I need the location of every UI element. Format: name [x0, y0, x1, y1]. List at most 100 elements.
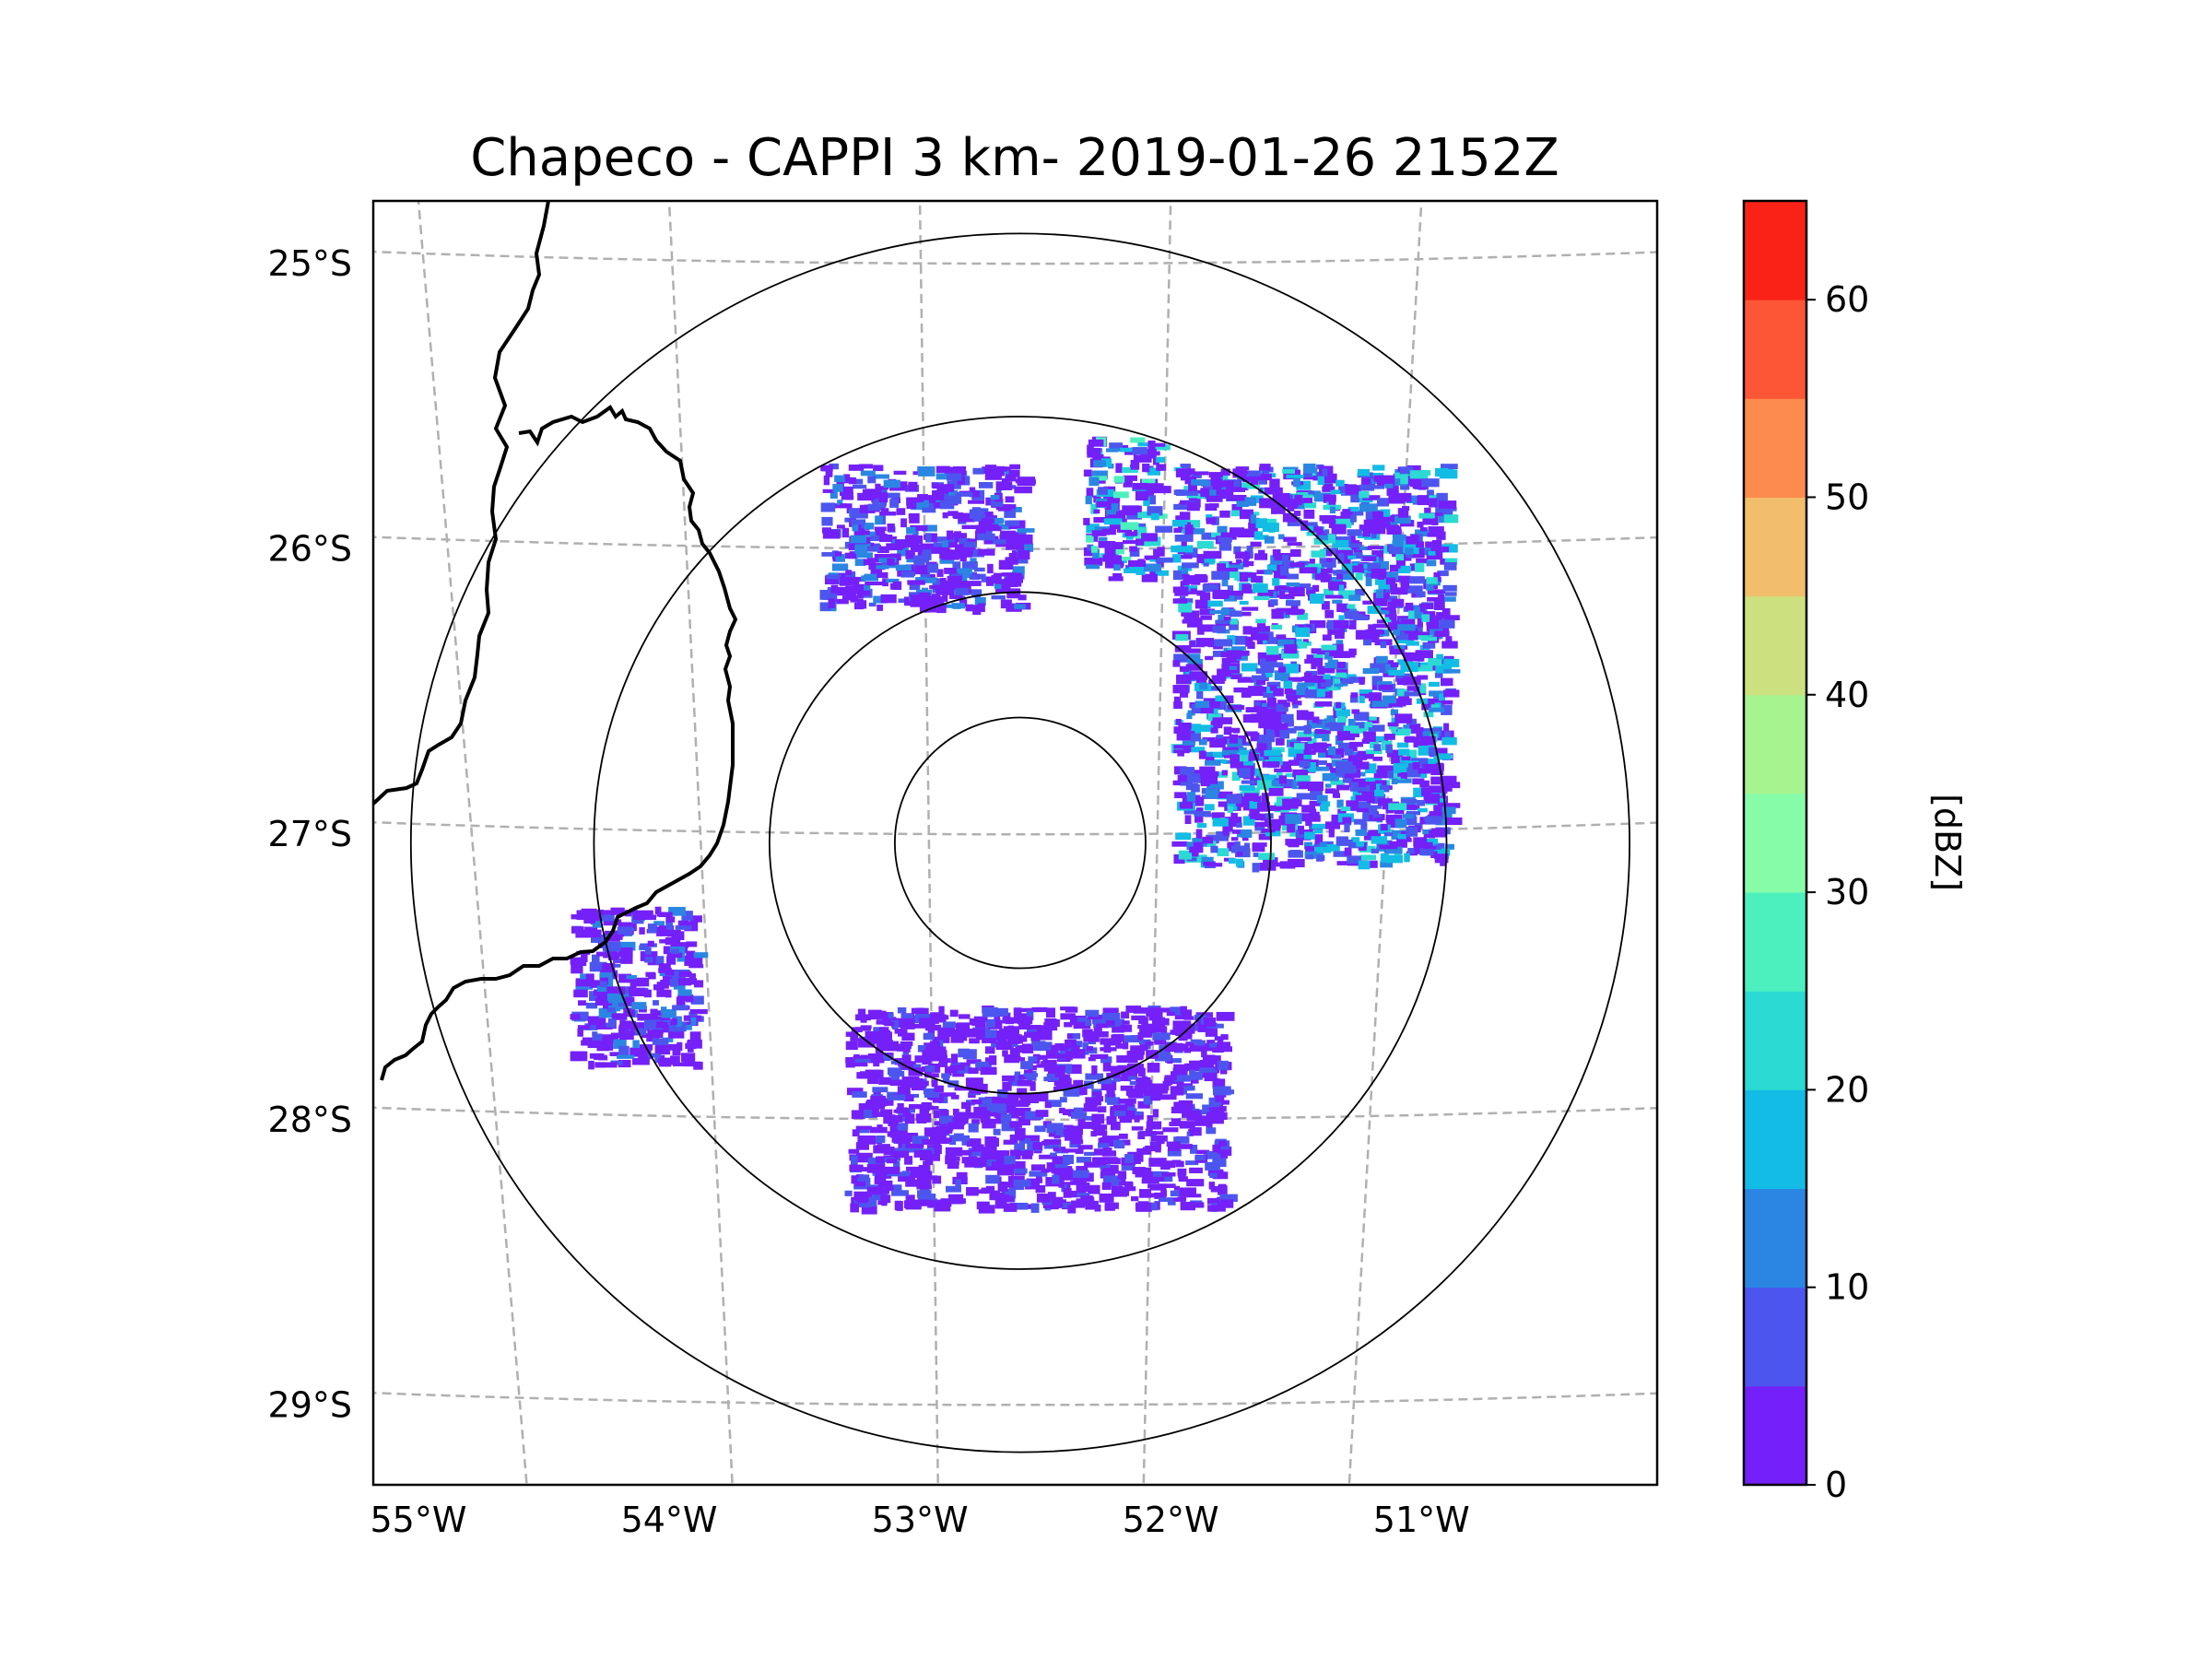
- echo-pixel: [1070, 1139, 1084, 1145]
- echo-pixel: [913, 1149, 933, 1158]
- echo-pixel: [672, 1046, 681, 1056]
- echo-pixel: [872, 497, 879, 505]
- echo-pixel: [1085, 1200, 1099, 1210]
- echo-pixel: [1336, 584, 1345, 592]
- echo-pixel: [1063, 1188, 1072, 1198]
- echo-pixel: [867, 503, 886, 511]
- echo-pixel: [1328, 576, 1343, 584]
- echo-pixel: [851, 1155, 858, 1166]
- echo-pixel: [1416, 591, 1426, 598]
- echo-pixel: [987, 1118, 1003, 1124]
- echo-pixel: [1227, 806, 1234, 814]
- echo-pixel: [1201, 856, 1214, 865]
- echo-pixel: [841, 595, 859, 601]
- echo-pixel: [1208, 1182, 1216, 1190]
- echo-pixel: [1017, 1045, 1026, 1053]
- echo-pixel: [1008, 1111, 1019, 1119]
- echo-pixel: [1319, 750, 1333, 759]
- echo-pixel: [890, 1072, 900, 1083]
- echo-pixel: [1171, 1118, 1182, 1126]
- echo-pixel: [1205, 1029, 1218, 1037]
- echo-pixel: [1227, 705, 1245, 711]
- colorbar-level: [1744, 300, 1806, 399]
- echo-pixel: [666, 952, 683, 959]
- echo-pixel: [1009, 464, 1020, 470]
- echo-pixel: [1215, 619, 1230, 624]
- echo-pixel: [1289, 830, 1300, 837]
- echo-pixel: [901, 1171, 911, 1177]
- echo-pixel: [1260, 664, 1275, 674]
- echo-pixel: [1025, 1111, 1044, 1120]
- echo-pixel: [853, 529, 861, 537]
- echo-pixel: [618, 947, 633, 958]
- echo-pixel: [1214, 1036, 1224, 1041]
- echo-pixel: [1283, 702, 1290, 707]
- echo-pixel: [661, 1008, 677, 1018]
- echo-pixel: [1422, 641, 1436, 649]
- echo-pixel: [1171, 1159, 1182, 1164]
- echo-pixel: [1177, 1168, 1187, 1176]
- echo-pixel: [871, 1100, 885, 1110]
- echo-pixel: [575, 978, 594, 987]
- echo-pixel: [1271, 624, 1283, 629]
- echo-pixel: [1220, 1034, 1229, 1041]
- echo-pixel: [1177, 774, 1193, 785]
- echo-pixel: [1301, 805, 1315, 813]
- meridian-gridline: [667, 201, 734, 1485]
- echo-pixel: [639, 927, 645, 935]
- echo-pixel: [1172, 598, 1188, 604]
- echo-pixel: [588, 1060, 594, 1070]
- echo-pixel: [1371, 636, 1380, 643]
- echo-pixel: [1444, 592, 1457, 596]
- echo-pixel: [1281, 650, 1300, 659]
- echo-pixel: [1373, 475, 1385, 482]
- echo-pixel: [1438, 619, 1455, 629]
- parallel-gridline: [373, 535, 1657, 550]
- echo-pixel: [1367, 562, 1381, 572]
- echo-pixel: [1209, 771, 1219, 777]
- echo-pixel: [1279, 729, 1290, 739]
- border-line-parana-sc: [380, 405, 738, 1081]
- echo-pixel: [1220, 608, 1236, 616]
- echo-pixel: [1337, 742, 1354, 753]
- echo-pixel: [577, 1028, 583, 1037]
- x-tick-label: 51°W: [1373, 1500, 1470, 1540]
- echo-pixel: [1071, 1041, 1083, 1048]
- echo-pixel: [932, 1175, 942, 1184]
- echo-pixel: [1422, 763, 1430, 771]
- echo-pixel: [1167, 1201, 1176, 1206]
- echo-pixel: [1441, 544, 1458, 553]
- echo-pixel: [1008, 469, 1020, 477]
- echo-pixel: [1417, 521, 1424, 528]
- echo-pixel: [1355, 801, 1371, 810]
- echo-pixel: [1083, 469, 1092, 477]
- echo-pixel: [1206, 495, 1223, 502]
- echo-pixel: [1252, 583, 1268, 594]
- echo-pixel: [1122, 1020, 1130, 1025]
- echo-pixel: [1092, 1030, 1109, 1038]
- echo-pixel: [1346, 800, 1359, 811]
- echo-pixel: [1360, 854, 1377, 861]
- echo-pixel: [663, 1025, 673, 1033]
- echo-pixel: [1018, 1137, 1031, 1144]
- echo-pixel: [845, 1058, 855, 1068]
- echo-pixel: [1236, 852, 1243, 856]
- echo-pixel: [1425, 816, 1442, 825]
- echo-pixel: [1112, 555, 1122, 563]
- echo-pixel: [1001, 572, 1017, 577]
- echo-pixel: [1187, 1110, 1201, 1116]
- echo-pixel: [1156, 1137, 1165, 1145]
- echo-pixel: [823, 475, 830, 486]
- echo-pixel: [587, 1016, 600, 1026]
- echo-pixel: [1036, 1194, 1051, 1203]
- echo-pixel: [1135, 1053, 1143, 1061]
- echo-pixel: [1007, 1078, 1024, 1087]
- echo-pixel: [975, 1061, 992, 1071]
- echo-pixel: [1322, 772, 1339, 782]
- echo-pixel: [878, 1077, 897, 1085]
- echo-pixel: [1259, 658, 1277, 667]
- echo-pixel: [1017, 534, 1033, 545]
- echo-pixel: [666, 929, 681, 937]
- echo-pixel: [1296, 793, 1312, 800]
- echo-pixel: [865, 531, 878, 536]
